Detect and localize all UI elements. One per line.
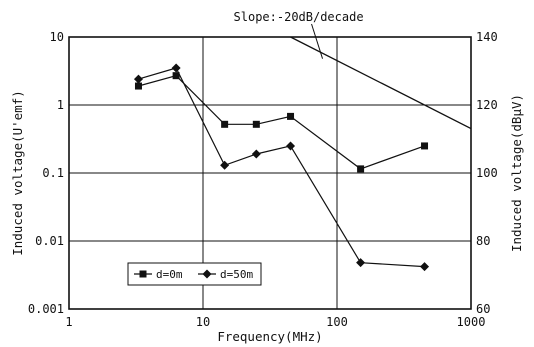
data-point-diamond (171, 63, 181, 73)
y-tick-label: 10 (50, 30, 64, 44)
series-line-1 (138, 75, 425, 170)
slope-label: Slope:-20dB/decade (234, 10, 364, 24)
data-point-square (252, 120, 260, 128)
y2-tick-label: 80 (476, 234, 490, 248)
legend-box (127, 262, 262, 286)
x-tick-label: 1 (65, 315, 72, 329)
annotation-arrow (311, 23, 324, 59)
y-axis-left: 0.001 0.01 0.1 1 10 (28, 30, 64, 316)
y-tick-label: 0.001 (28, 302, 64, 316)
y-axis-label: Induced voltage(U'emf) (10, 90, 25, 256)
data-point-diamond (356, 258, 366, 268)
series-line-2 (138, 67, 425, 268)
y2-tick-label: 60 (476, 302, 490, 316)
data-point-square (421, 142, 429, 150)
data-point-square (172, 72, 180, 80)
legend-marker-square (139, 270, 147, 278)
y-tick-label: 0.01 (35, 234, 64, 248)
data-point-square (221, 120, 229, 128)
x-axis: 1 10 100 1000 (65, 315, 485, 329)
series (133, 63, 430, 272)
y2-tick-label: 100 (476, 166, 498, 180)
plot-frame (68, 36, 472, 310)
data-point-square (134, 82, 142, 90)
y-tick-label: 0.1 (42, 166, 64, 180)
data-point-diamond (251, 149, 261, 159)
legend-label: d=0m (156, 268, 183, 281)
y2-tick-label: 140 (476, 30, 498, 44)
data-point-square (287, 112, 295, 120)
data-point-diamond (420, 262, 430, 272)
x-axis-label: Frequency(MHz) (217, 329, 322, 344)
slope-annotation: Slope:-20dB/decade (234, 10, 472, 130)
x-tick-label: 1000 (457, 315, 486, 329)
data-point-diamond (220, 160, 230, 170)
x-tick-label: 100 (326, 315, 348, 329)
legend-marker-diamond (202, 269, 212, 279)
legend-label: d=50m (220, 268, 253, 281)
y-tick-label: 1 (57, 98, 64, 112)
legend: d=0m d=50m (127, 262, 262, 286)
data-point-diamond (133, 74, 143, 84)
x-tick-label: 10 (196, 315, 210, 329)
y2-tick-label: 120 (476, 98, 498, 112)
y2-axis-label: Induced voltage(dBμV) (509, 94, 524, 252)
slope-line (290, 36, 472, 130)
data-point-diamond (286, 141, 296, 151)
data-point-square (357, 165, 365, 173)
y-axis-right: 60 80 100 120 140 (476, 30, 498, 316)
